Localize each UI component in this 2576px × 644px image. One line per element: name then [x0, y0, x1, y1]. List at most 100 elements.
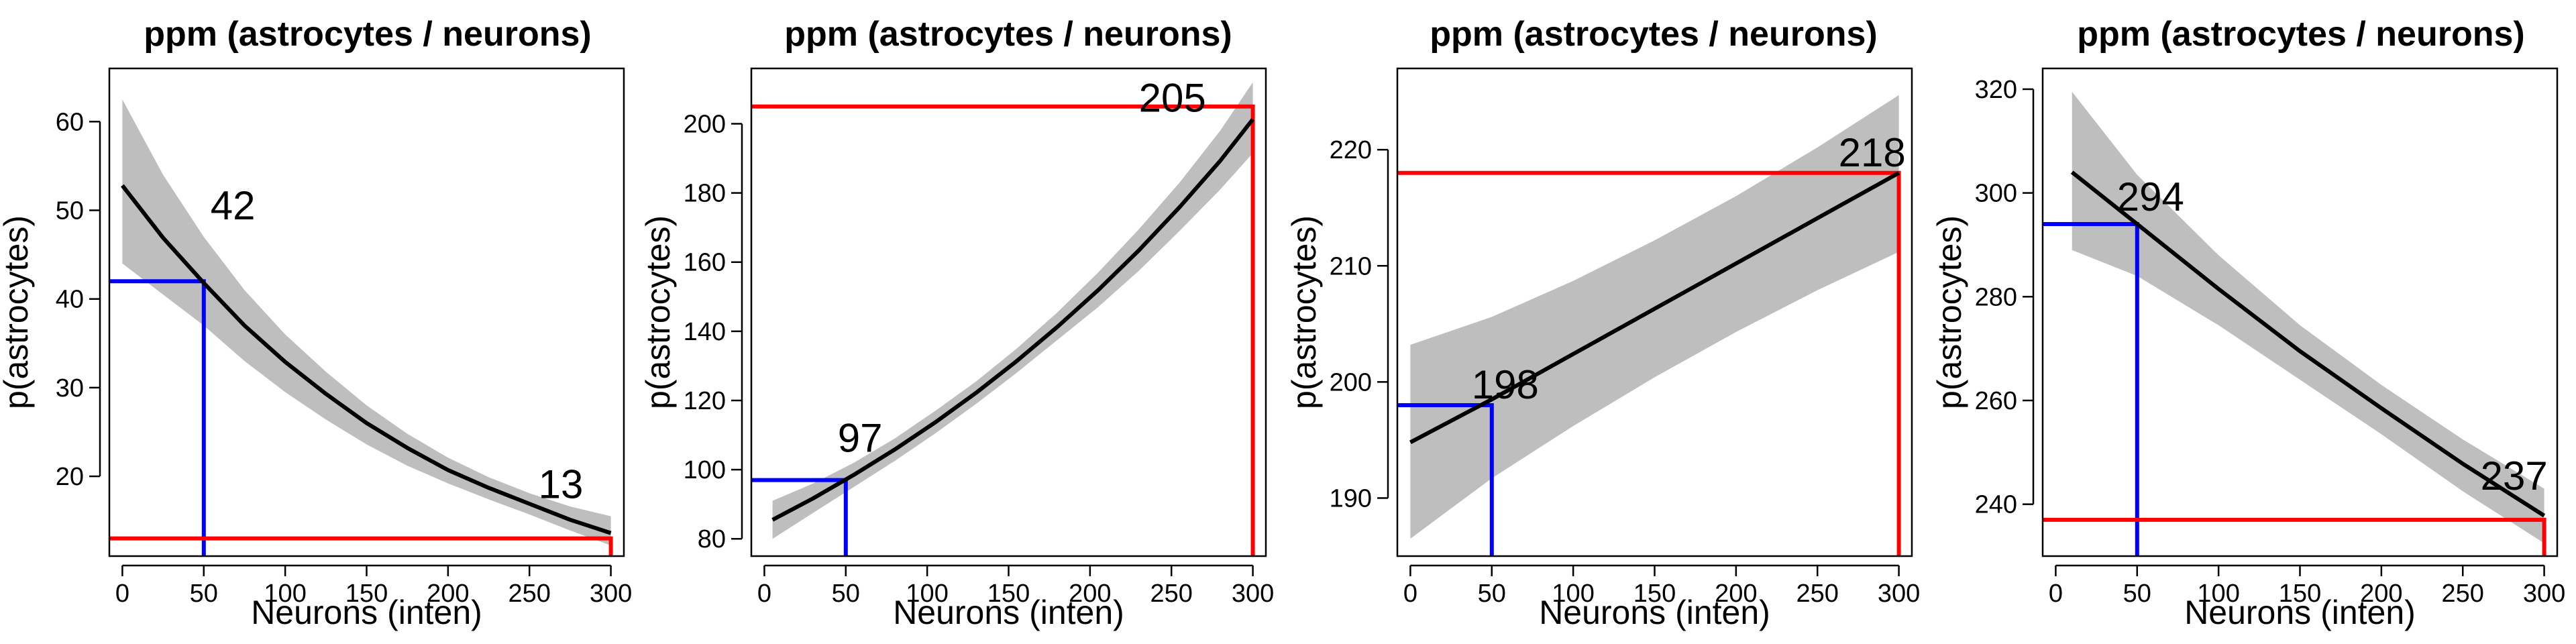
fitted-curve	[121, 184, 612, 535]
x-tick-label: 100	[2197, 580, 2239, 608]
fitted-curve	[771, 117, 1254, 522]
y-tick-label: 280	[1975, 283, 2017, 311]
chart-title: ppm (astrocytes / neurons)	[2077, 15, 2524, 54]
y-tick-label: 100	[684, 456, 726, 484]
y-axis-label: p(astrocytes)	[639, 215, 677, 409]
y-axis: 240 260 280 300 320 p(astrocytes)	[1931, 76, 2035, 519]
plot-frame	[2041, 67, 2559, 557]
x-axis-label: Neurons (inten)	[893, 594, 1124, 631]
x-tick-label: 50	[832, 580, 860, 608]
y-tick-label: 30	[56, 374, 84, 402]
x-tick-label: 0	[1403, 580, 1417, 608]
x-tick-label: 100	[906, 580, 948, 608]
low-value-annotation: 42	[211, 183, 256, 228]
x-tick-label: 250	[1150, 580, 1193, 608]
confidence-band	[122, 99, 611, 546]
plot-frame	[108, 67, 625, 557]
x-tick-label: 250	[1796, 580, 1839, 608]
x-tick-label: 150	[987, 580, 1030, 608]
high-value-annotation: 205	[1139, 76, 1206, 121]
y-tick-label: 20	[56, 463, 84, 491]
y-tick-label: 180	[684, 180, 726, 208]
plot-frame	[750, 67, 1267, 557]
x-axis-label: Neurons (inten)	[2184, 594, 2416, 631]
fitted-curve	[2070, 170, 2546, 518]
y-tick-label: 40	[56, 286, 84, 314]
low-reference-line	[1397, 403, 1494, 556]
low-reference-line	[109, 279, 206, 556]
y-tick-label: 140	[684, 318, 726, 346]
plot-frame	[1396, 67, 1913, 557]
x-tick-label: 150	[2279, 580, 2321, 608]
x-tick-label: 200	[427, 580, 469, 608]
y-tick-label: 120	[684, 387, 726, 415]
x-tick-label: 250	[508, 580, 551, 608]
y-tick-label: 260	[1975, 387, 2017, 415]
y-axis: 190 200 210 220 p(astrocytes)	[1285, 136, 1389, 513]
high-value-annotation: 218	[1839, 130, 1906, 175]
low-value-annotation: 198	[1472, 362, 1539, 407]
x-tick-label: 300	[1878, 580, 1920, 608]
y-tick-label: 200	[684, 110, 726, 138]
low-value-annotation: 294	[2117, 174, 2184, 219]
x-tick-label: 0	[2049, 580, 2063, 608]
x-tick-label: 50	[1478, 580, 1506, 608]
x-tick-label: 100	[1552, 580, 1594, 608]
x-axis-label: Neurons (inten)	[1539, 594, 1770, 631]
x-tick-label: 250	[2442, 580, 2484, 608]
x-tick-label: 200	[1069, 580, 1111, 608]
high-reference-line	[751, 104, 1255, 556]
x-tick-label: 150	[1633, 580, 1676, 608]
confidence-band	[1410, 95, 1899, 539]
x-axis: 0 50 100 150 200 250 300 Neurons (inten)	[115, 564, 632, 631]
x-axis-label: Neurons (inten)	[251, 594, 482, 631]
y-tick-label: 320	[1975, 76, 2017, 104]
y-tick-label: 50	[56, 197, 84, 225]
y-tick-label: 80	[698, 525, 726, 553]
chart-panel-2: ppm (astrocytes / neurons) 97 205 0 50 100 150…	[639, 15, 1274, 631]
y-tick-label: 60	[56, 108, 84, 136]
x-tick-label: 300	[590, 580, 632, 608]
y-tick-label: 300	[1975, 180, 2017, 208]
chart-title: ppm (astrocytes / neurons)	[144, 15, 591, 54]
confidence-band	[2072, 91, 2544, 543]
y-axis-label: p(astrocytes)	[1285, 215, 1323, 409]
x-axis: 0 50 100 150 200 250 300 Neurons (inten)	[757, 564, 1274, 631]
y-axis-label: p(astrocytes)	[1931, 215, 1968, 409]
x-tick-label: 300	[1232, 580, 1274, 608]
y-tick-label: 240	[1975, 491, 2017, 519]
x-tick-label: 0	[115, 580, 129, 608]
y-tick-label: 200	[1330, 368, 1372, 396]
chart-title: ppm (astrocytes / neurons)	[1430, 15, 1877, 54]
x-tick-label: 50	[2123, 580, 2151, 608]
y-axis-label: p(astrocytes)	[0, 215, 35, 409]
confidence-band	[772, 82, 1253, 539]
y-tick-label: 220	[1330, 136, 1372, 164]
x-tick-label: 300	[2523, 580, 2565, 608]
high-reference-line	[2043, 517, 2546, 556]
x-tick-label: 200	[2360, 580, 2402, 608]
high-reference-line	[109, 536, 613, 556]
chart-panel-1: ppm (astrocytes / neurons) 42 13 0 50 100 150 2…	[0, 15, 632, 631]
x-axis: 0 50 100 150 200 250 300 Neurons (inten)	[2049, 564, 2565, 631]
x-tick-label: 50	[190, 580, 218, 608]
y-axis: 80 100 120 140 160 180 200 p(astrocytes)	[639, 110, 743, 553]
x-axis: 0 50 100 150 200 250 300 Neurons (inten)	[1403, 564, 1920, 631]
low-reference-line	[2043, 222, 2139, 556]
x-tick-label: 150	[345, 580, 388, 608]
chart-title: ppm (astrocytes / neurons)	[784, 15, 1232, 54]
y-tick-label: 160	[684, 249, 726, 277]
low-value-annotation: 97	[838, 416, 883, 461]
y-tick-label: 190	[1330, 484, 1372, 513]
x-tick-label: 200	[1715, 580, 1757, 608]
y-axis: 20 30 40 50 60 p(astrocytes)	[0, 108, 101, 491]
chart-panel-4: ppm (astrocytes / neurons) 294 237 0 50 100 15…	[1931, 15, 2565, 631]
chart-panel-3: ppm (astrocytes / neurons) 198 218 0 50 100 15…	[1285, 15, 1920, 631]
y-tick-label: 210	[1330, 252, 1372, 280]
high-value-annotation: 13	[539, 462, 584, 507]
fitted-curve	[1409, 171, 1900, 445]
x-tick-label: 100	[264, 580, 306, 608]
x-tick-label: 0	[757, 580, 771, 608]
high-value-annotation: 237	[2481, 453, 2548, 498]
